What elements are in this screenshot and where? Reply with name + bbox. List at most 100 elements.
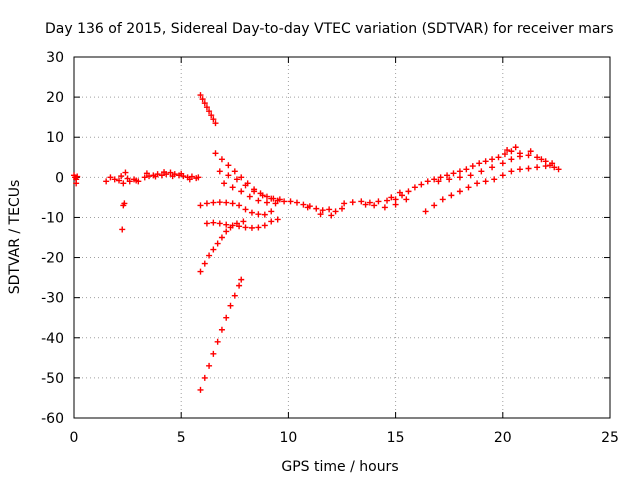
data-point: [326, 206, 333, 213]
data-series: [197, 276, 245, 393]
x-tick-label: 0: [70, 430, 79, 446]
data-point: [263, 199, 270, 206]
data-point: [218, 156, 225, 163]
y-tick-label: -60: [41, 411, 64, 427]
data-point: [203, 104, 210, 111]
data-point: [197, 386, 204, 393]
y-tick-label: -20: [41, 251, 64, 267]
data-point: [304, 204, 311, 211]
data-point: [120, 180, 127, 187]
data-point: [403, 196, 410, 203]
data-point: [242, 206, 249, 213]
data-point: [212, 120, 219, 127]
data-point: [201, 100, 208, 107]
data-point: [467, 172, 474, 179]
data-point: [538, 156, 545, 163]
data-point: [210, 219, 217, 226]
data-point: [349, 199, 356, 206]
x-tick-label: 10: [279, 430, 297, 446]
data-point: [448, 192, 455, 199]
data-point: [268, 208, 275, 215]
data-point: [392, 196, 399, 203]
data-point: [366, 199, 373, 206]
data-point: [456, 188, 463, 195]
data-point: [439, 196, 446, 203]
data-point: [358, 198, 365, 205]
data-point: [437, 174, 444, 181]
data-point: [203, 220, 210, 227]
data-series: [221, 180, 279, 207]
data-point: [516, 150, 523, 157]
data-point: [206, 108, 213, 115]
data-point: [542, 158, 549, 165]
data-point: [143, 170, 150, 177]
data-series: [435, 147, 556, 185]
x-tick-label: 15: [387, 430, 405, 446]
data-point: [236, 202, 243, 209]
y-axis-title: SDTVAR / TECUs: [7, 180, 23, 295]
plot-frame: [73, 56, 611, 419]
data-point: [210, 350, 217, 357]
data-series: [212, 150, 283, 203]
data-point: [482, 158, 489, 165]
data-point: [197, 202, 204, 209]
data-point: [551, 164, 558, 171]
data-point: [169, 173, 176, 180]
y-tick-label: -30: [41, 291, 64, 307]
data-point: [221, 180, 228, 187]
data-point: [231, 292, 238, 299]
chart-title: Day 136 of 2015, Sidereal Day-to-day VTE…: [45, 21, 613, 37]
data-point: [223, 314, 230, 321]
data-point: [74, 173, 81, 180]
data-point: [216, 168, 223, 175]
data-point: [268, 195, 275, 202]
grid: [74, 57, 610, 418]
data-point: [195, 174, 202, 181]
data-point: [396, 189, 403, 196]
data-point: [107, 174, 114, 181]
data-point: [274, 216, 281, 223]
data-point: [482, 178, 489, 185]
data-series: [197, 199, 275, 218]
data-point: [508, 148, 515, 155]
data-point: [388, 194, 395, 201]
data-point: [446, 176, 453, 183]
data-point: [119, 226, 126, 233]
data-point: [238, 174, 245, 181]
data-point: [238, 276, 245, 283]
data-point: [223, 228, 230, 235]
data-point: [534, 154, 541, 161]
data-point: [214, 240, 221, 247]
data-point: [268, 218, 275, 225]
data-point: [546, 162, 553, 169]
data-point: [197, 268, 204, 275]
data-point: [206, 362, 213, 369]
y-tick-label: -50: [41, 371, 64, 387]
data-point: [251, 188, 258, 195]
data-point: [527, 148, 534, 155]
data-point: [158, 172, 165, 179]
axis-ticks: 0 5 10 15 20 25 30 20 10 0 -10 -20 -30 -40 -50 -60: [41, 50, 619, 446]
data-point: [375, 198, 382, 205]
data-point: [362, 201, 369, 208]
data-point: [525, 165, 532, 172]
data-point: [489, 156, 496, 163]
data-point: [293, 199, 300, 206]
data-series: [197, 218, 247, 275]
x-tick-label: 25: [601, 430, 619, 446]
data-point: [227, 224, 234, 231]
data-point: [203, 200, 210, 207]
data-point: [255, 197, 262, 204]
data-point: [508, 168, 515, 175]
data-point: [208, 112, 215, 119]
x-axis-title: GPS time / hours: [281, 459, 398, 475]
data-point: [411, 184, 418, 191]
data-point: [261, 222, 268, 229]
data-point: [405, 188, 412, 195]
data-point: [332, 208, 339, 215]
x-tick-label: 5: [177, 430, 186, 446]
data-point: [516, 166, 523, 173]
data-point: [504, 147, 511, 154]
data-point: [118, 173, 125, 180]
data-point: [233, 176, 240, 183]
